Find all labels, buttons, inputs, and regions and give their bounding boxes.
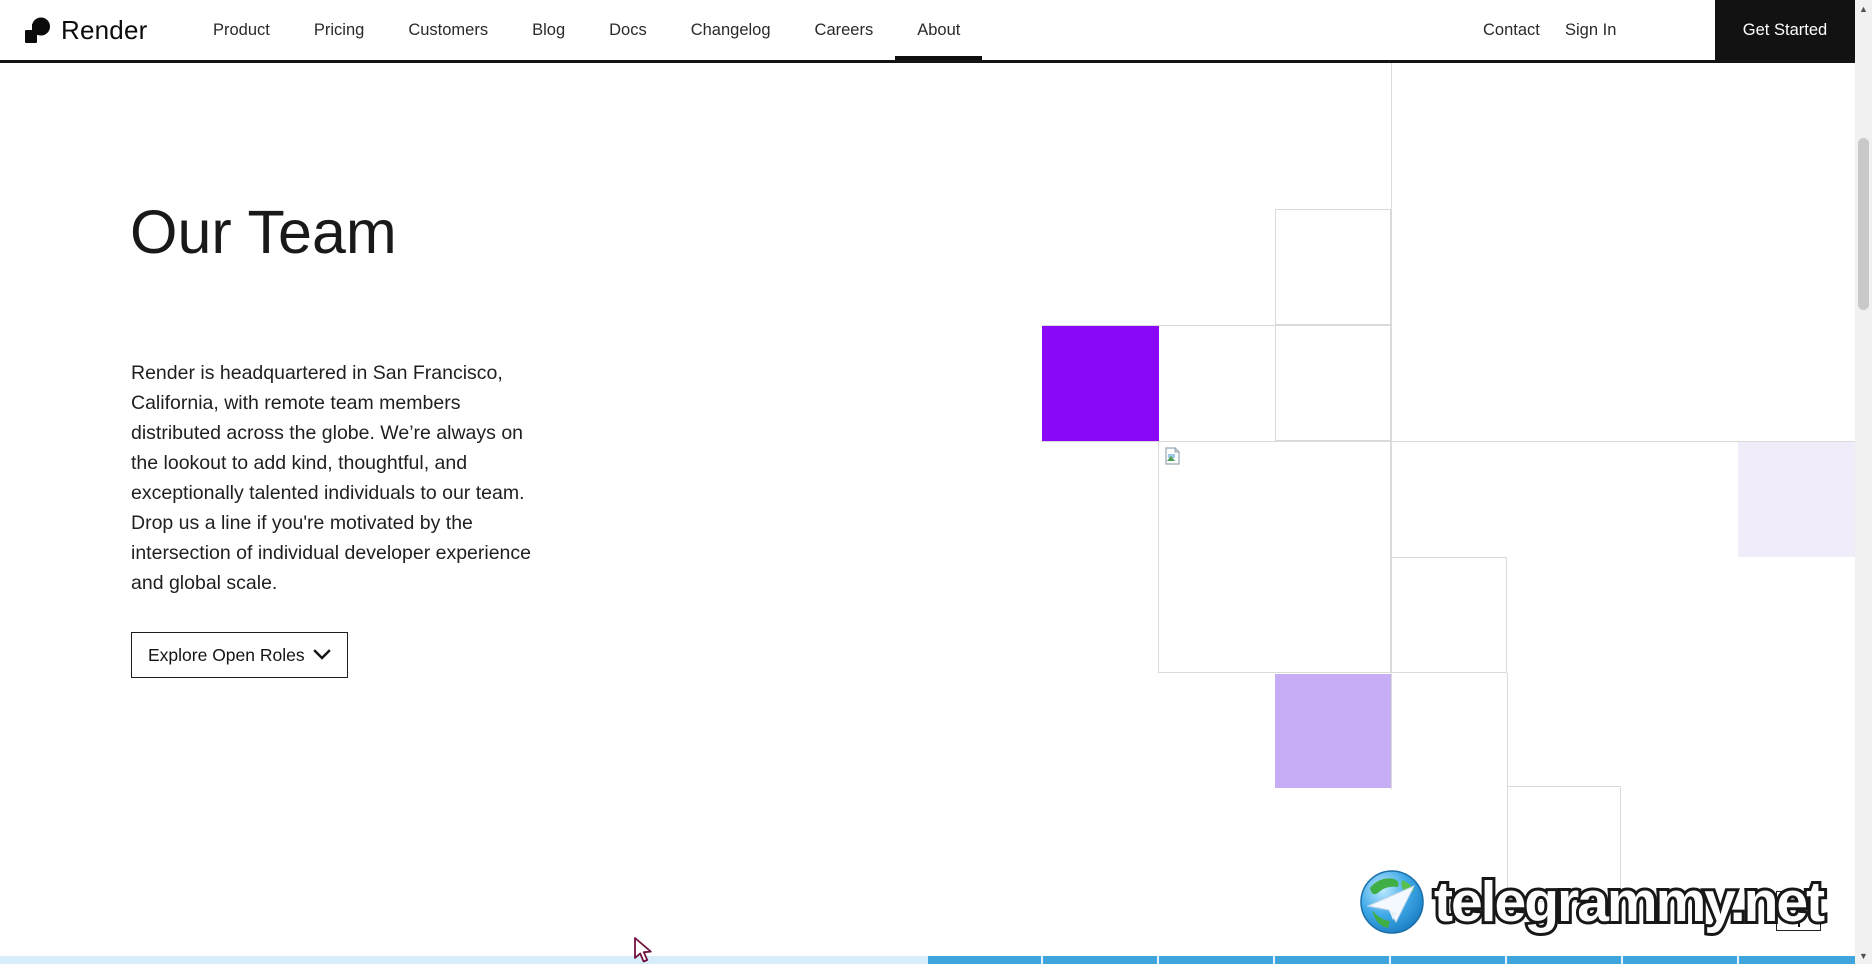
watermark-text: telegrammy.net xyxy=(1431,867,1828,937)
nav-item-changelog[interactable]: Changelog xyxy=(690,21,771,39)
nav-item-pricing[interactable]: Pricing xyxy=(313,21,365,39)
grid-horizontal-line xyxy=(1042,441,1855,442)
outlined-square xyxy=(1275,325,1391,441)
mouse-cursor-icon xyxy=(632,937,658,970)
telegram-globe-icon xyxy=(1356,866,1428,938)
nav-item-blog[interactable]: Blog xyxy=(532,21,566,39)
main-menu: Product Pricing Customers Blog Docs Chan… xyxy=(191,0,983,63)
strip-separator xyxy=(1621,956,1623,964)
top-navigation: Render Product Pricing Customers Blog Do… xyxy=(0,0,1855,63)
chevron-down-arrow-icon xyxy=(313,648,331,662)
image-placeholder-box xyxy=(1158,441,1391,673)
contact-link[interactable]: Contact xyxy=(1483,21,1540,39)
explore-open-roles-label: Explore Open Roles xyxy=(148,644,305,665)
strip-separator xyxy=(1737,956,1739,964)
outlined-square xyxy=(1275,209,1391,325)
nav-item-docs[interactable]: Docs xyxy=(609,21,647,39)
scrollbar-down-arrow-icon[interactable]: ▼ xyxy=(1859,950,1868,961)
outlined-square xyxy=(1391,557,1507,673)
render-logo-text: Render xyxy=(61,14,148,45)
team-description: Render is headquartered in San Francisco… xyxy=(131,362,531,594)
sign-in-link[interactable]: Sign In xyxy=(1565,21,1617,39)
nav-item-careers[interactable]: Careers xyxy=(814,21,874,39)
scrollbar-up-arrow-icon[interactable]: ▲ xyxy=(1859,3,1868,14)
strip-separator xyxy=(1157,956,1159,964)
page-title: Our Team xyxy=(130,198,397,266)
scrollbar-thumb[interactable] xyxy=(1858,138,1869,310)
light-purple-square xyxy=(1275,674,1391,788)
explore-open-roles-button[interactable]: Explore Open Roles xyxy=(131,632,348,678)
broken-image-icon xyxy=(1164,446,1182,465)
nav-bottom-border xyxy=(0,60,1855,63)
purple-square xyxy=(1042,326,1159,441)
pale-lavender-square xyxy=(1738,442,1855,557)
watermark-small-box xyxy=(1776,891,1821,931)
grid-vertical-line xyxy=(1507,673,1508,787)
nav-item-about[interactable]: About xyxy=(895,0,983,63)
bottom-strip-blue xyxy=(928,956,1855,964)
strip-separator xyxy=(1505,956,1507,964)
nav-item-product[interactable]: Product xyxy=(213,21,270,39)
vertical-scrollbar[interactable]: ▲ ▼ xyxy=(1855,0,1872,964)
strip-separator xyxy=(1273,956,1275,964)
grid-vertical-line xyxy=(1391,63,1392,789)
watermark-box-mark xyxy=(1797,920,1800,927)
grid-horizontal-line xyxy=(1042,325,1392,326)
bottom-strip-pale xyxy=(0,956,928,964)
strip-separator xyxy=(1389,956,1391,964)
nav-item-customers[interactable]: Customers xyxy=(408,21,489,39)
get-started-button[interactable]: Get Started xyxy=(1715,0,1855,60)
render-logo[interactable]: Render xyxy=(24,0,147,60)
strip-separator xyxy=(1041,956,1043,964)
render-logo-icon xyxy=(24,17,51,44)
outlined-square xyxy=(1507,786,1621,902)
